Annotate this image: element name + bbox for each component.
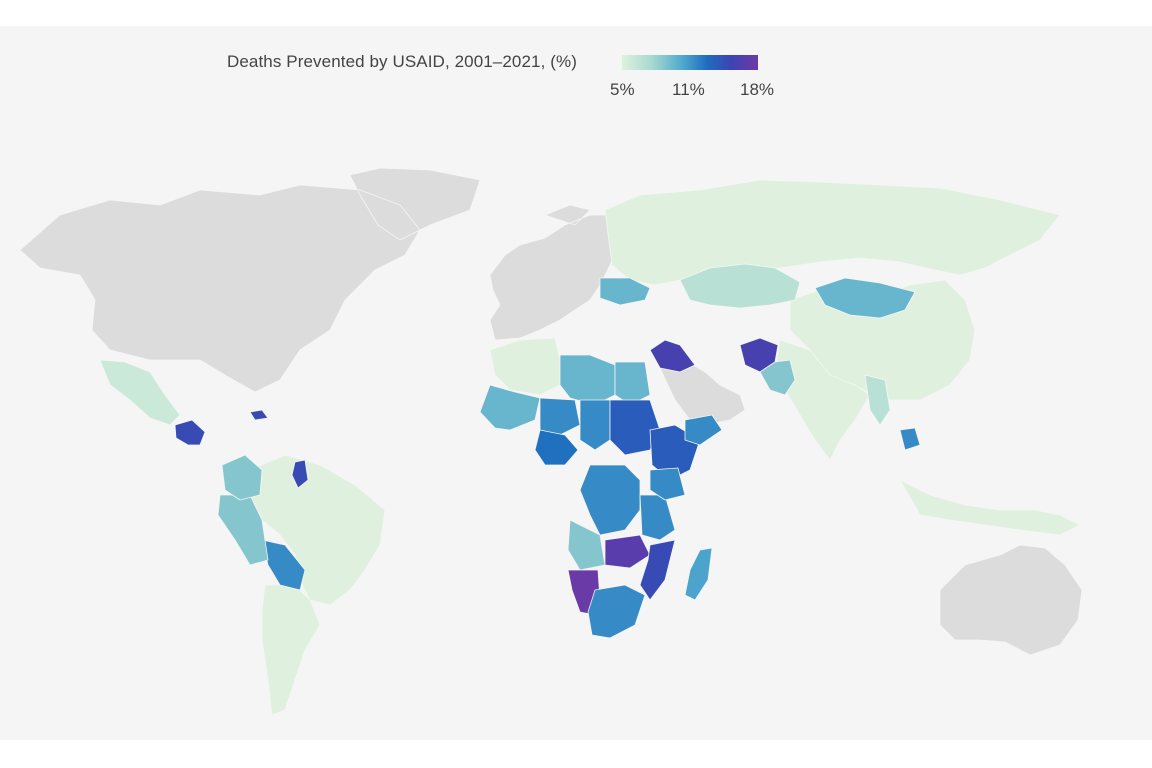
legend-tick-mid: 11%	[672, 80, 705, 99]
region-pakistan	[759, 359, 796, 396]
region-egypt	[614, 361, 651, 406]
region-madagascar	[684, 547, 713, 601]
region-colombia	[221, 454, 263, 501]
region-south-africa	[587, 584, 646, 639]
region-canada-usa-greenland	[19, 167, 481, 393]
region-cambodia	[899, 427, 921, 451]
region-indonesia	[899, 479, 1081, 536]
region-myanmar	[864, 374, 891, 426]
region-dr-congo	[579, 464, 641, 536]
legend-tick-low: 5%	[610, 80, 635, 99]
region-brazil	[249, 454, 386, 606]
region-guyana	[291, 459, 309, 489]
region-tanzania	[639, 494, 676, 541]
region-zambia	[604, 534, 651, 569]
legend-tick-high: 18%	[740, 80, 775, 99]
region-bolivia	[261, 539, 306, 591]
legend-title: Deaths Prevented by USAID, 2001–2021, (%…	[227, 52, 577, 71]
region-ukraine	[599, 277, 651, 306]
region-mali	[479, 384, 541, 431]
region-saudi-arabia	[659, 359, 746, 426]
region-australia	[939, 544, 1083, 656]
region-yemen	[684, 414, 723, 446]
region-libya	[559, 354, 616, 406]
region-argentina	[261, 584, 321, 716]
region-haiti	[249, 409, 269, 421]
region-peru	[217, 494, 269, 566]
region-mexico	[99, 359, 181, 426]
region-algeria	[489, 337, 561, 396]
region-russia	[604, 179, 1061, 286]
legend-color-bar	[622, 55, 758, 70]
region-kazakhstan	[679, 263, 801, 309]
region-niger	[539, 397, 581, 436]
region-mongolia	[814, 277, 916, 319]
region-sudan	[609, 399, 661, 456]
region-chad	[579, 399, 611, 451]
region-mozambique	[639, 539, 676, 601]
region-iraq	[649, 339, 696, 373]
region-kenya	[649, 467, 686, 501]
region-guatemala-honduras	[174, 419, 206, 446]
region-angola	[567, 519, 606, 571]
region-europe	[489, 204, 621, 341]
region-nigeria	[534, 429, 579, 466]
